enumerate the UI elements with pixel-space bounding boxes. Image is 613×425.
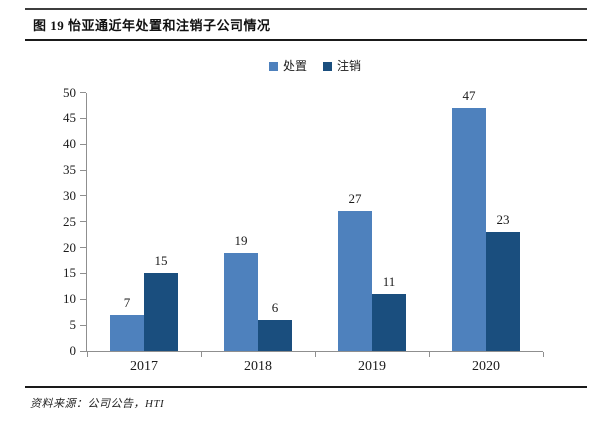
x-tick-label: 2018	[244, 359, 272, 374]
header-divider	[25, 39, 587, 41]
y-axis-tick	[80, 298, 86, 300]
y-axis-tick	[80, 92, 86, 93]
y-tick-label: 50	[63, 84, 76, 100]
y-axis-tick	[80, 247, 86, 249]
bar-注销-2018	[258, 319, 292, 351]
footer-divider	[25, 386, 587, 388]
bar-处置-2019	[338, 211, 372, 351]
legend-item-注销: 注销	[323, 59, 361, 73]
x-axis-tick	[314, 352, 316, 357]
x-tick-label: 2017	[130, 359, 158, 374]
x-axis-tick	[86, 352, 88, 357]
bar-value-label: 11	[382, 274, 396, 290]
y-axis-line	[86, 92, 87, 352]
x-tick-label: 2019	[358, 359, 386, 374]
y-tick-label: 35	[63, 162, 76, 178]
x-axis-tick	[428, 352, 430, 357]
top-divider	[25, 8, 587, 10]
figure-title: 图 19 怡亚通近年处置和注销子公司情况	[33, 18, 271, 33]
y-axis-tick	[80, 195, 86, 197]
bar-value-label: 15	[154, 253, 168, 269]
y-tick-label: 30	[63, 187, 76, 203]
y-tick-label: 10	[63, 291, 76, 307]
bar-注销-2020	[486, 232, 520, 351]
bar-value-label: 47	[462, 88, 476, 103]
y-tick-label: 5	[69, 317, 77, 333]
y-tick-label: 25	[63, 213, 76, 229]
x-tick-label: 2020	[472, 359, 500, 374]
x-axis-tick	[200, 352, 202, 357]
legend-label: 处置	[282, 59, 307, 73]
legend-label: 注销	[337, 59, 362, 73]
y-axis-tick	[80, 350, 86, 352]
bar-value-label: 7	[123, 294, 131, 310]
y-tick-label: 0	[69, 343, 77, 358]
x-axis-tick	[542, 352, 544, 357]
bar-value-label: 19	[234, 232, 248, 248]
legend-swatch-icon	[268, 61, 278, 71]
bar-处置-2017	[110, 314, 144, 351]
legend-item-处置: 处置	[268, 59, 307, 73]
bar-处置-2020	[452, 108, 486, 351]
bar-处置-2018	[224, 252, 258, 351]
y-tick-label: 20	[63, 239, 76, 255]
y-axis-tick	[80, 117, 86, 119]
x-axis-line	[86, 351, 543, 352]
bar-注销-2019	[372, 294, 406, 351]
legend-swatch-icon	[323, 61, 332, 71]
y-tick-label: 45	[63, 110, 76, 126]
bar-value-label: 27	[348, 191, 362, 207]
y-tick-label: 15	[63, 265, 76, 281]
chart-legend: 处置 注销	[87, 58, 543, 74]
y-axis-tick	[80, 221, 86, 223]
y-axis-tick	[80, 143, 86, 145]
bar-value-label: 6	[271, 299, 279, 315]
y-axis-tick	[80, 324, 86, 326]
source-note: 资料来源：公司公告，HTI	[30, 398, 165, 410]
bar-value-label: 23	[496, 212, 510, 228]
y-axis-tick	[80, 272, 86, 274]
y-axis-tick	[80, 169, 86, 171]
bar-注销-2017	[144, 273, 178, 351]
y-tick-label: 40	[63, 136, 76, 152]
